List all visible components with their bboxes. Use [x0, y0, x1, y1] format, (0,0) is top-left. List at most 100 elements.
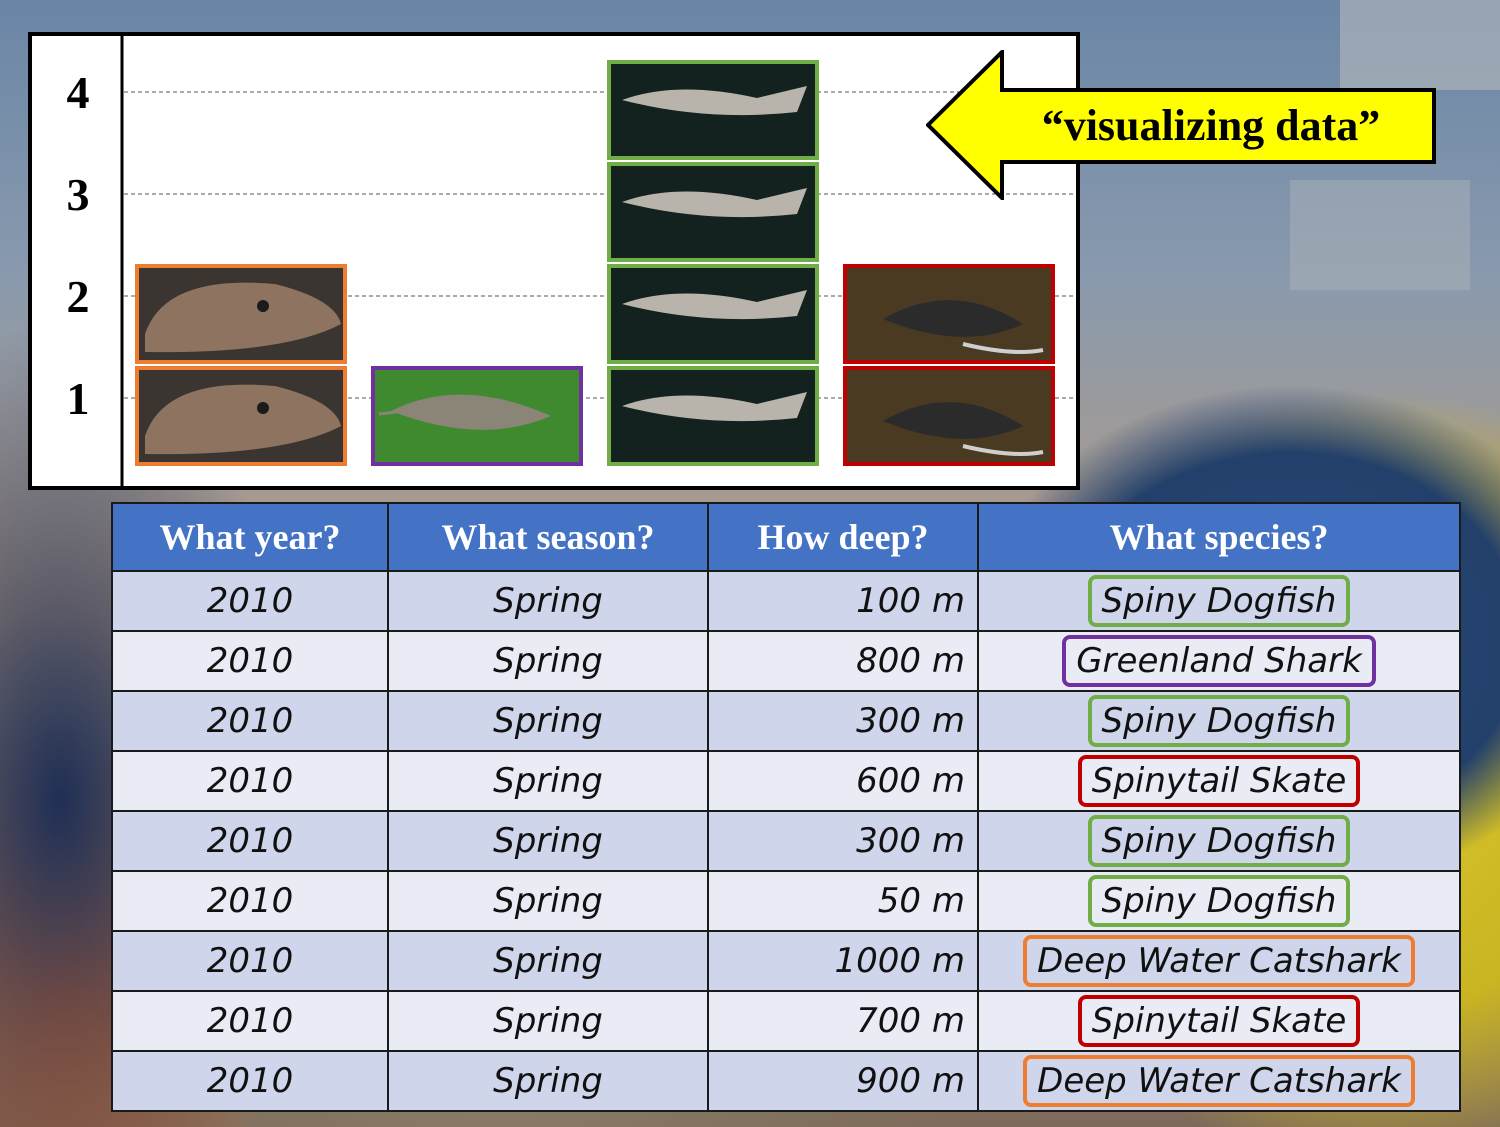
cell-year-text: 2010 — [206, 1001, 294, 1041]
cell-season-text: Spring — [493, 941, 603, 981]
cell-species-text: Greenland Shark — [1062, 635, 1376, 687]
cell-depth-text: 1000 m — [834, 941, 965, 981]
bar-tile — [843, 366, 1055, 466]
cell-year-text: 2010 — [206, 881, 294, 921]
table-row: 2010 Spring 800 m Greenland Shark — [111, 630, 1461, 692]
cell-year: 2010 — [111, 1050, 389, 1112]
cell-year-text: 2010 — [206, 641, 294, 681]
table-header-row: What year? What season? How deep? What s… — [111, 502, 1461, 572]
bar-tile — [607, 264, 819, 364]
table-row: 2010 Spring 600 m Spinytail Skate — [111, 750, 1461, 812]
bar-tile — [607, 366, 819, 466]
cell-season-text: Spring — [493, 1001, 603, 1041]
cell-depth-text: 100 m — [856, 581, 965, 621]
cell-season-text: Spring — [493, 881, 603, 921]
table-row: 2010 Spring 900 m Deep Water Catshark — [111, 1050, 1461, 1112]
cell-year: 2010 — [111, 570, 389, 632]
cell-year: 2010 — [111, 810, 389, 872]
cell-species-text: Spinytail Skate — [1077, 995, 1361, 1047]
cell-year-text: 2010 — [206, 941, 294, 981]
cell-depth: 300 m — [707, 690, 979, 752]
cell-year-text: 2010 — [206, 821, 294, 861]
header-season: What season? — [387, 502, 709, 572]
bar-tile — [135, 366, 347, 466]
cell-season-text: Spring — [493, 641, 603, 681]
cell-species: Spinytail Skate — [977, 990, 1461, 1052]
y-tick-label: 2 — [67, 271, 90, 322]
cell-depth: 100 m — [707, 570, 979, 632]
cell-year-text: 2010 — [206, 581, 294, 621]
bar-tile — [607, 162, 819, 262]
bar-tile — [607, 60, 819, 160]
cell-year: 2010 — [111, 930, 389, 992]
cell-depth: 50 m — [707, 870, 979, 932]
cell-year-text: 2010 — [206, 701, 294, 741]
cell-species-text: Deep Water Catshark — [1023, 935, 1415, 987]
header-species: What species? — [977, 502, 1461, 572]
table-row: 2010 Spring 300 m Spiny Dogfish — [111, 690, 1461, 752]
cell-year: 2010 — [111, 630, 389, 692]
cell-depth: 600 m — [707, 750, 979, 812]
left-arrow-shape — [925, 47, 1436, 203]
cell-season-text: Spring — [493, 701, 603, 741]
cell-species: Spiny Dogfish — [977, 570, 1461, 632]
cell-depth: 900 m — [707, 1050, 979, 1112]
cell-species-text: Spiny Dogfish — [1087, 695, 1351, 747]
cell-species: Greenland Shark — [977, 630, 1461, 692]
table-row: 2010 Spring 50 m Spiny Dogfish — [111, 870, 1461, 932]
chart-svg: 1 2 3 4 — [67, 36, 1076, 486]
table-row: 2010 Spring 700 m Spinytail Skate — [111, 990, 1461, 1052]
cell-depth-text: 900 m — [856, 1061, 965, 1101]
cell-depth-text: 700 m — [856, 1001, 965, 1041]
table-row: 2010 Spring 1000 m Deep Water Catshark — [111, 930, 1461, 992]
cell-depth: 300 m — [707, 810, 979, 872]
cell-species-text: Deep Water Catshark — [1023, 1055, 1415, 1107]
bar-tile — [135, 264, 347, 364]
cell-species: Deep Water Catshark — [977, 1050, 1461, 1112]
cell-species-text: Spiny Dogfish — [1087, 815, 1351, 867]
cell-depth: 700 m — [707, 990, 979, 1052]
cell-year: 2010 — [111, 990, 389, 1052]
header-year: What year? — [111, 502, 389, 572]
y-tick-label: 1 — [67, 373, 90, 424]
cell-season: Spring — [387, 690, 709, 752]
pictograph-chart: 1 2 3 4 — [28, 32, 1080, 490]
cell-species: Spiny Dogfish — [977, 870, 1461, 932]
cell-year: 2010 — [111, 690, 389, 752]
table-row: 2010 Spring 300 m Spiny Dogfish — [111, 810, 1461, 872]
callout-label: “visualizing data” — [1041, 100, 1381, 150]
cell-year: 2010 — [111, 750, 389, 812]
bar-tile — [843, 264, 1055, 364]
cell-species: Spiny Dogfish — [977, 690, 1461, 752]
cell-depth-text: 50 m — [877, 881, 965, 921]
cell-depth-text: 300 m — [856, 701, 965, 741]
cell-season-text: Spring — [493, 761, 603, 801]
cell-species-text: Spiny Dogfish — [1087, 875, 1351, 927]
cell-season-text: Spring — [493, 821, 603, 861]
cell-season: Spring — [387, 810, 709, 872]
cell-species-text: Spiny Dogfish — [1087, 575, 1351, 627]
table-row: 2010 Spring 100 m Spiny Dogfish — [111, 570, 1461, 632]
cell-depth: 800 m — [707, 630, 979, 692]
cell-species: Deep Water Catshark — [977, 930, 1461, 992]
cell-season: Spring — [387, 630, 709, 692]
cell-season: Spring — [387, 870, 709, 932]
header-depth: How deep? — [707, 502, 979, 572]
cell-depth: 1000 m — [707, 930, 979, 992]
cell-depth-text: 300 m — [856, 821, 965, 861]
cell-year-text: 2010 — [206, 761, 294, 801]
cell-depth-text: 800 m — [856, 641, 965, 681]
catch-data-table: What year? What season? How deep? What s… — [111, 502, 1461, 1112]
cell-season: Spring — [387, 570, 709, 632]
y-tick-label: 4 — [67, 67, 90, 118]
cell-depth-text: 600 m — [856, 761, 965, 801]
cell-season-text: Spring — [493, 1061, 603, 1101]
cell-year-text: 2010 — [206, 1061, 294, 1101]
y-tick-label: 3 — [67, 169, 90, 220]
cell-season: Spring — [387, 750, 709, 812]
cell-year: 2010 — [111, 870, 389, 932]
cell-season: Spring — [387, 990, 709, 1052]
bar-tile — [371, 366, 583, 466]
cell-season: Spring — [387, 1050, 709, 1112]
cell-species: Spinytail Skate — [977, 750, 1461, 812]
